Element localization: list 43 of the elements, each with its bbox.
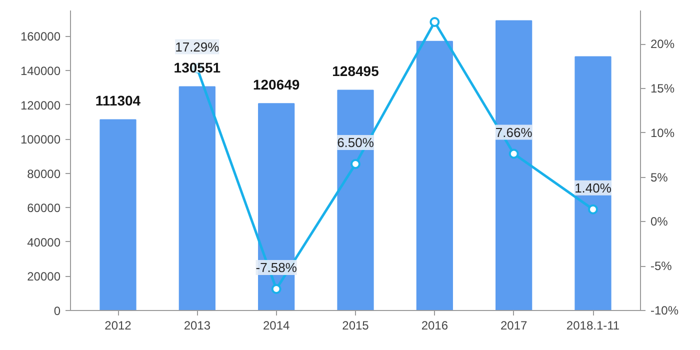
x-tick-label: 2012 [104, 318, 132, 332]
y2-tick-label: 15% [650, 82, 675, 96]
bar [496, 20, 532, 310]
point [271, 284, 282, 294]
data-label: 128495 [332, 63, 380, 80]
y2-tick-label: -5% [650, 259, 672, 274]
point [350, 159, 360, 170]
data-label: -7.58% [256, 260, 298, 276]
data-label: 111304 [95, 92, 141, 109]
x-tick-label: 2018.1-11 [566, 318, 620, 332]
bar [100, 119, 136, 310]
bar [178, 86, 216, 310]
data-label: 1.40% [574, 180, 612, 196]
y-tick-label: 140000 [20, 64, 61, 78]
y2-tick-label: 20% [650, 37, 675, 52]
x-tick-label: 2015 [342, 318, 370, 332]
data-label: 6.50% [337, 135, 374, 150]
y-tick-label: 120000 [20, 98, 61, 112]
x-tick-label: 2016 [421, 318, 448, 332]
bar [258, 103, 295, 310]
y2-tick-label: 0% [650, 214, 668, 229]
x-tick-label: 2014 [262, 318, 290, 332]
point [588, 204, 598, 214]
y-tick-label: 40000 [27, 235, 61, 250]
y-tick-label: 100000 [20, 132, 61, 147]
data-label: 7.66% [495, 124, 533, 140]
data-label: 17.29% [175, 39, 220, 54]
bar [574, 56, 612, 310]
bar [416, 40, 453, 310]
y2-tick-label: 5% [650, 170, 668, 184]
y-tick-label: 80000 [27, 166, 61, 181]
bar [337, 90, 374, 310]
data-label: 120649 [252, 76, 300, 93]
x-tick-label: 2017 [500, 318, 528, 332]
y2-tick-label: 10% [650, 126, 675, 140]
x-tick-label: 2013 [184, 318, 211, 332]
y2-tick-label: -10% [650, 304, 679, 318]
y-tick-label: 0 [54, 304, 61, 318]
y-tick-label: 160000 [20, 30, 61, 44]
point [430, 17, 440, 28]
y-tick-label: 60000 [27, 201, 61, 216]
y-tick-label: 20000 [27, 270, 61, 284]
point [508, 148, 519, 159]
